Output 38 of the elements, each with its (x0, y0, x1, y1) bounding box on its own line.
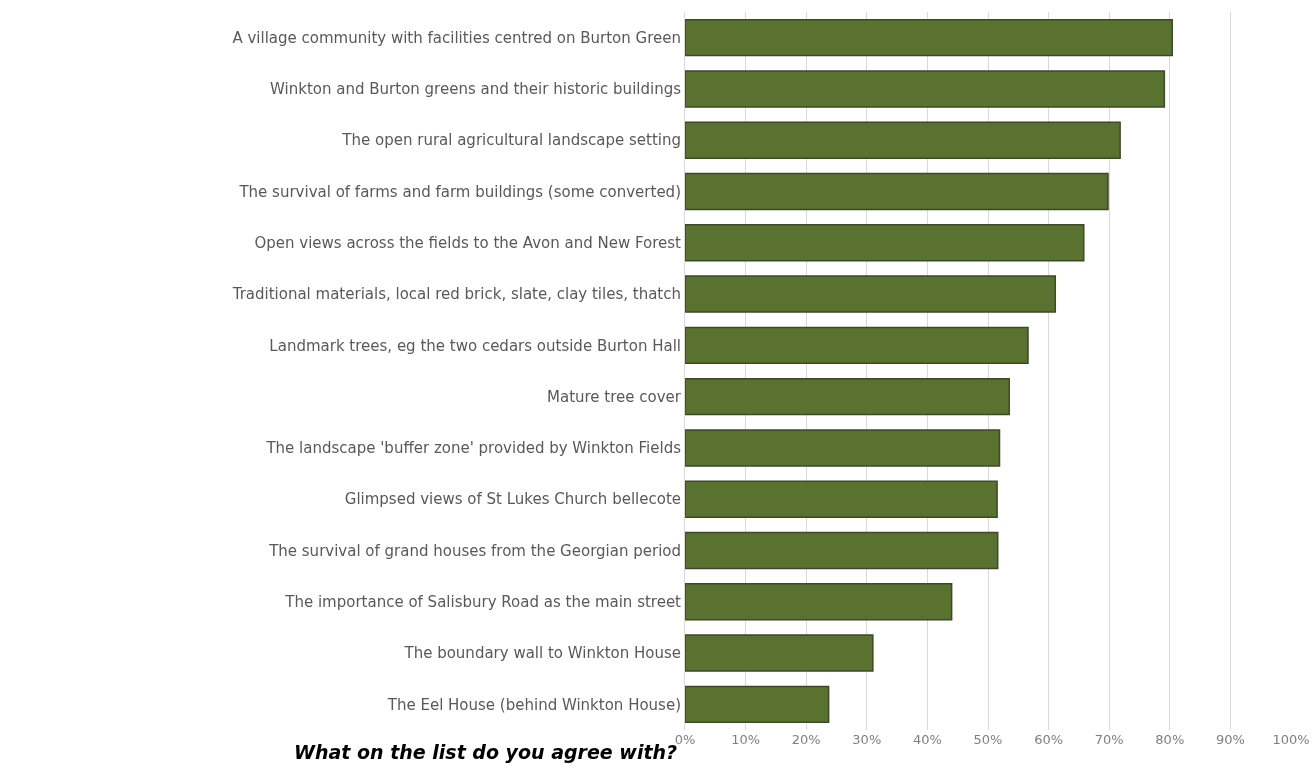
y-tick-label: The survival of grand houses from the Georgian period (268, 541, 681, 560)
bar (685, 377, 1010, 416)
bar (685, 172, 1109, 211)
y-tick-label: The importance of Salisbury Road as the main street (284, 593, 682, 612)
bar (685, 480, 998, 518)
x-tick-label: 80% (1155, 732, 1185, 747)
x-tick-label: 60% (1034, 732, 1064, 747)
y-tick-label: The boundary wall to Winkton House (403, 644, 681, 663)
x-tick-label: 30% (852, 732, 882, 747)
y-tick-label: The survival of farms and farm buildings (some converted) (238, 182, 681, 201)
y-tick-label: Landmark trees, eg the two cedars outside Burton Hall (269, 336, 681, 355)
bar (685, 18, 1173, 57)
x-tick-label: 40% (912, 732, 942, 747)
x-tick-label: 50% (973, 732, 1003, 747)
bar (685, 685, 830, 724)
y-tick-label: Mature tree cover (547, 387, 682, 406)
bar (685, 275, 1057, 313)
bar (685, 121, 1121, 159)
y-tick-label: Glimpsed views of St Lukes Church bellecote (344, 490, 681, 509)
y-tick-label: Traditional materials, local red brick, slate, clay tiles, thatch (231, 285, 681, 304)
bar (685, 429, 1001, 467)
x-tick-label: 20% (791, 732, 821, 747)
bar (685, 583, 953, 621)
y-tick-label: Winkton and Burton greens and their historic buildings (270, 80, 682, 99)
bar (685, 326, 1029, 365)
x-tick-label: 10% (731, 732, 761, 747)
y-tick-label: A village community with facilities centred on Burton Green (232, 28, 681, 47)
x-tick-label: 100% (1272, 732, 1310, 747)
bar (685, 224, 1085, 262)
y-tick-label: The landscape 'buffer zone' provided by Winkton Fields (265, 439, 682, 458)
y-tick-label: The Eel House (behind Winkton House) (386, 695, 681, 714)
x-tick-label: 90% (1215, 732, 1245, 747)
bar (685, 634, 874, 672)
x-tick-label: 70% (1094, 732, 1124, 747)
bar (685, 70, 1166, 108)
y-tick-label: The open rural agricultural landscape setting (341, 131, 681, 150)
y-tick-label: Open views across the fields to the Avon and New Forest (254, 234, 682, 253)
bar (685, 531, 999, 570)
